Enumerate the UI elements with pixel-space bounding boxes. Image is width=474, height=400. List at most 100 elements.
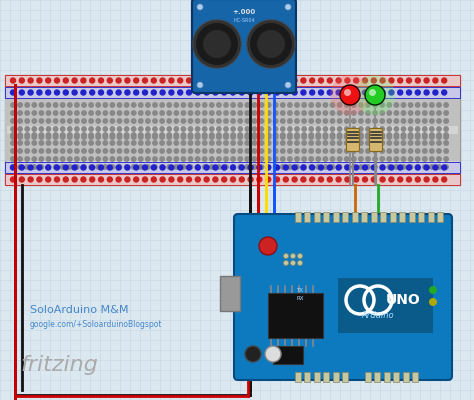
Circle shape: [46, 165, 51, 169]
Circle shape: [195, 165, 200, 169]
Circle shape: [266, 135, 271, 139]
Circle shape: [181, 111, 186, 115]
Circle shape: [222, 165, 227, 170]
Circle shape: [387, 127, 392, 131]
Circle shape: [160, 103, 164, 107]
Circle shape: [202, 135, 207, 139]
Circle shape: [323, 111, 328, 115]
Circle shape: [238, 103, 242, 107]
Circle shape: [248, 90, 253, 95]
Circle shape: [366, 127, 370, 131]
Circle shape: [316, 157, 320, 161]
Circle shape: [415, 78, 420, 83]
Circle shape: [72, 165, 77, 170]
Bar: [343, 372, 348, 382]
Circle shape: [273, 165, 278, 169]
Circle shape: [68, 135, 72, 139]
Circle shape: [330, 135, 335, 139]
Bar: [323, 212, 329, 222]
Circle shape: [46, 119, 51, 123]
Circle shape: [61, 133, 65, 137]
Circle shape: [239, 90, 244, 95]
Bar: [5, 99, 460, 161]
Circle shape: [103, 135, 108, 139]
Circle shape: [188, 149, 193, 153]
Circle shape: [288, 149, 292, 153]
Circle shape: [174, 103, 179, 107]
Circle shape: [110, 149, 115, 153]
Circle shape: [430, 165, 434, 169]
Bar: [365, 372, 371, 382]
Circle shape: [153, 157, 157, 161]
Circle shape: [365, 85, 385, 105]
Circle shape: [309, 165, 313, 169]
Circle shape: [138, 141, 143, 145]
Circle shape: [291, 260, 295, 266]
Circle shape: [345, 177, 350, 182]
Circle shape: [433, 78, 438, 83]
Circle shape: [359, 165, 363, 169]
Circle shape: [202, 165, 207, 169]
Circle shape: [371, 78, 376, 83]
Bar: [428, 212, 434, 222]
Circle shape: [32, 149, 36, 153]
Circle shape: [252, 149, 256, 153]
Circle shape: [197, 82, 203, 88]
Circle shape: [309, 111, 313, 115]
Circle shape: [202, 127, 207, 131]
Circle shape: [160, 135, 164, 139]
Circle shape: [46, 149, 51, 153]
Circle shape: [18, 133, 22, 137]
Circle shape: [295, 111, 299, 115]
Bar: [393, 372, 400, 382]
Circle shape: [210, 141, 214, 145]
Circle shape: [310, 177, 315, 182]
Circle shape: [394, 111, 399, 115]
Circle shape: [46, 111, 51, 115]
Circle shape: [96, 127, 100, 131]
Circle shape: [116, 78, 121, 83]
Circle shape: [359, 149, 363, 153]
Circle shape: [143, 78, 147, 83]
Circle shape: [288, 119, 292, 123]
Circle shape: [39, 127, 44, 131]
Circle shape: [224, 157, 228, 161]
Circle shape: [160, 149, 164, 153]
Circle shape: [107, 177, 112, 182]
Circle shape: [222, 177, 227, 182]
Circle shape: [380, 127, 384, 131]
Circle shape: [178, 78, 182, 83]
Circle shape: [387, 149, 392, 153]
Circle shape: [231, 157, 235, 161]
Circle shape: [433, 90, 438, 95]
Circle shape: [11, 165, 15, 169]
Circle shape: [416, 149, 420, 153]
Circle shape: [151, 78, 156, 83]
Circle shape: [336, 177, 341, 182]
Circle shape: [442, 177, 447, 182]
Circle shape: [380, 157, 384, 161]
Circle shape: [252, 127, 256, 131]
Circle shape: [330, 157, 335, 161]
Circle shape: [285, 82, 291, 88]
Circle shape: [160, 127, 164, 131]
Circle shape: [266, 141, 271, 145]
Circle shape: [107, 165, 112, 170]
Circle shape: [430, 157, 434, 161]
Circle shape: [340, 85, 360, 105]
Circle shape: [437, 141, 441, 145]
Circle shape: [252, 157, 256, 161]
Circle shape: [204, 165, 209, 170]
Circle shape: [444, 119, 448, 123]
Circle shape: [167, 141, 172, 145]
Circle shape: [160, 157, 164, 161]
Circle shape: [444, 103, 448, 107]
Circle shape: [259, 135, 264, 139]
Circle shape: [359, 119, 363, 123]
Circle shape: [389, 78, 394, 83]
Circle shape: [210, 133, 214, 137]
Circle shape: [224, 111, 228, 115]
Circle shape: [46, 103, 51, 107]
Circle shape: [25, 149, 29, 153]
Circle shape: [354, 165, 359, 170]
